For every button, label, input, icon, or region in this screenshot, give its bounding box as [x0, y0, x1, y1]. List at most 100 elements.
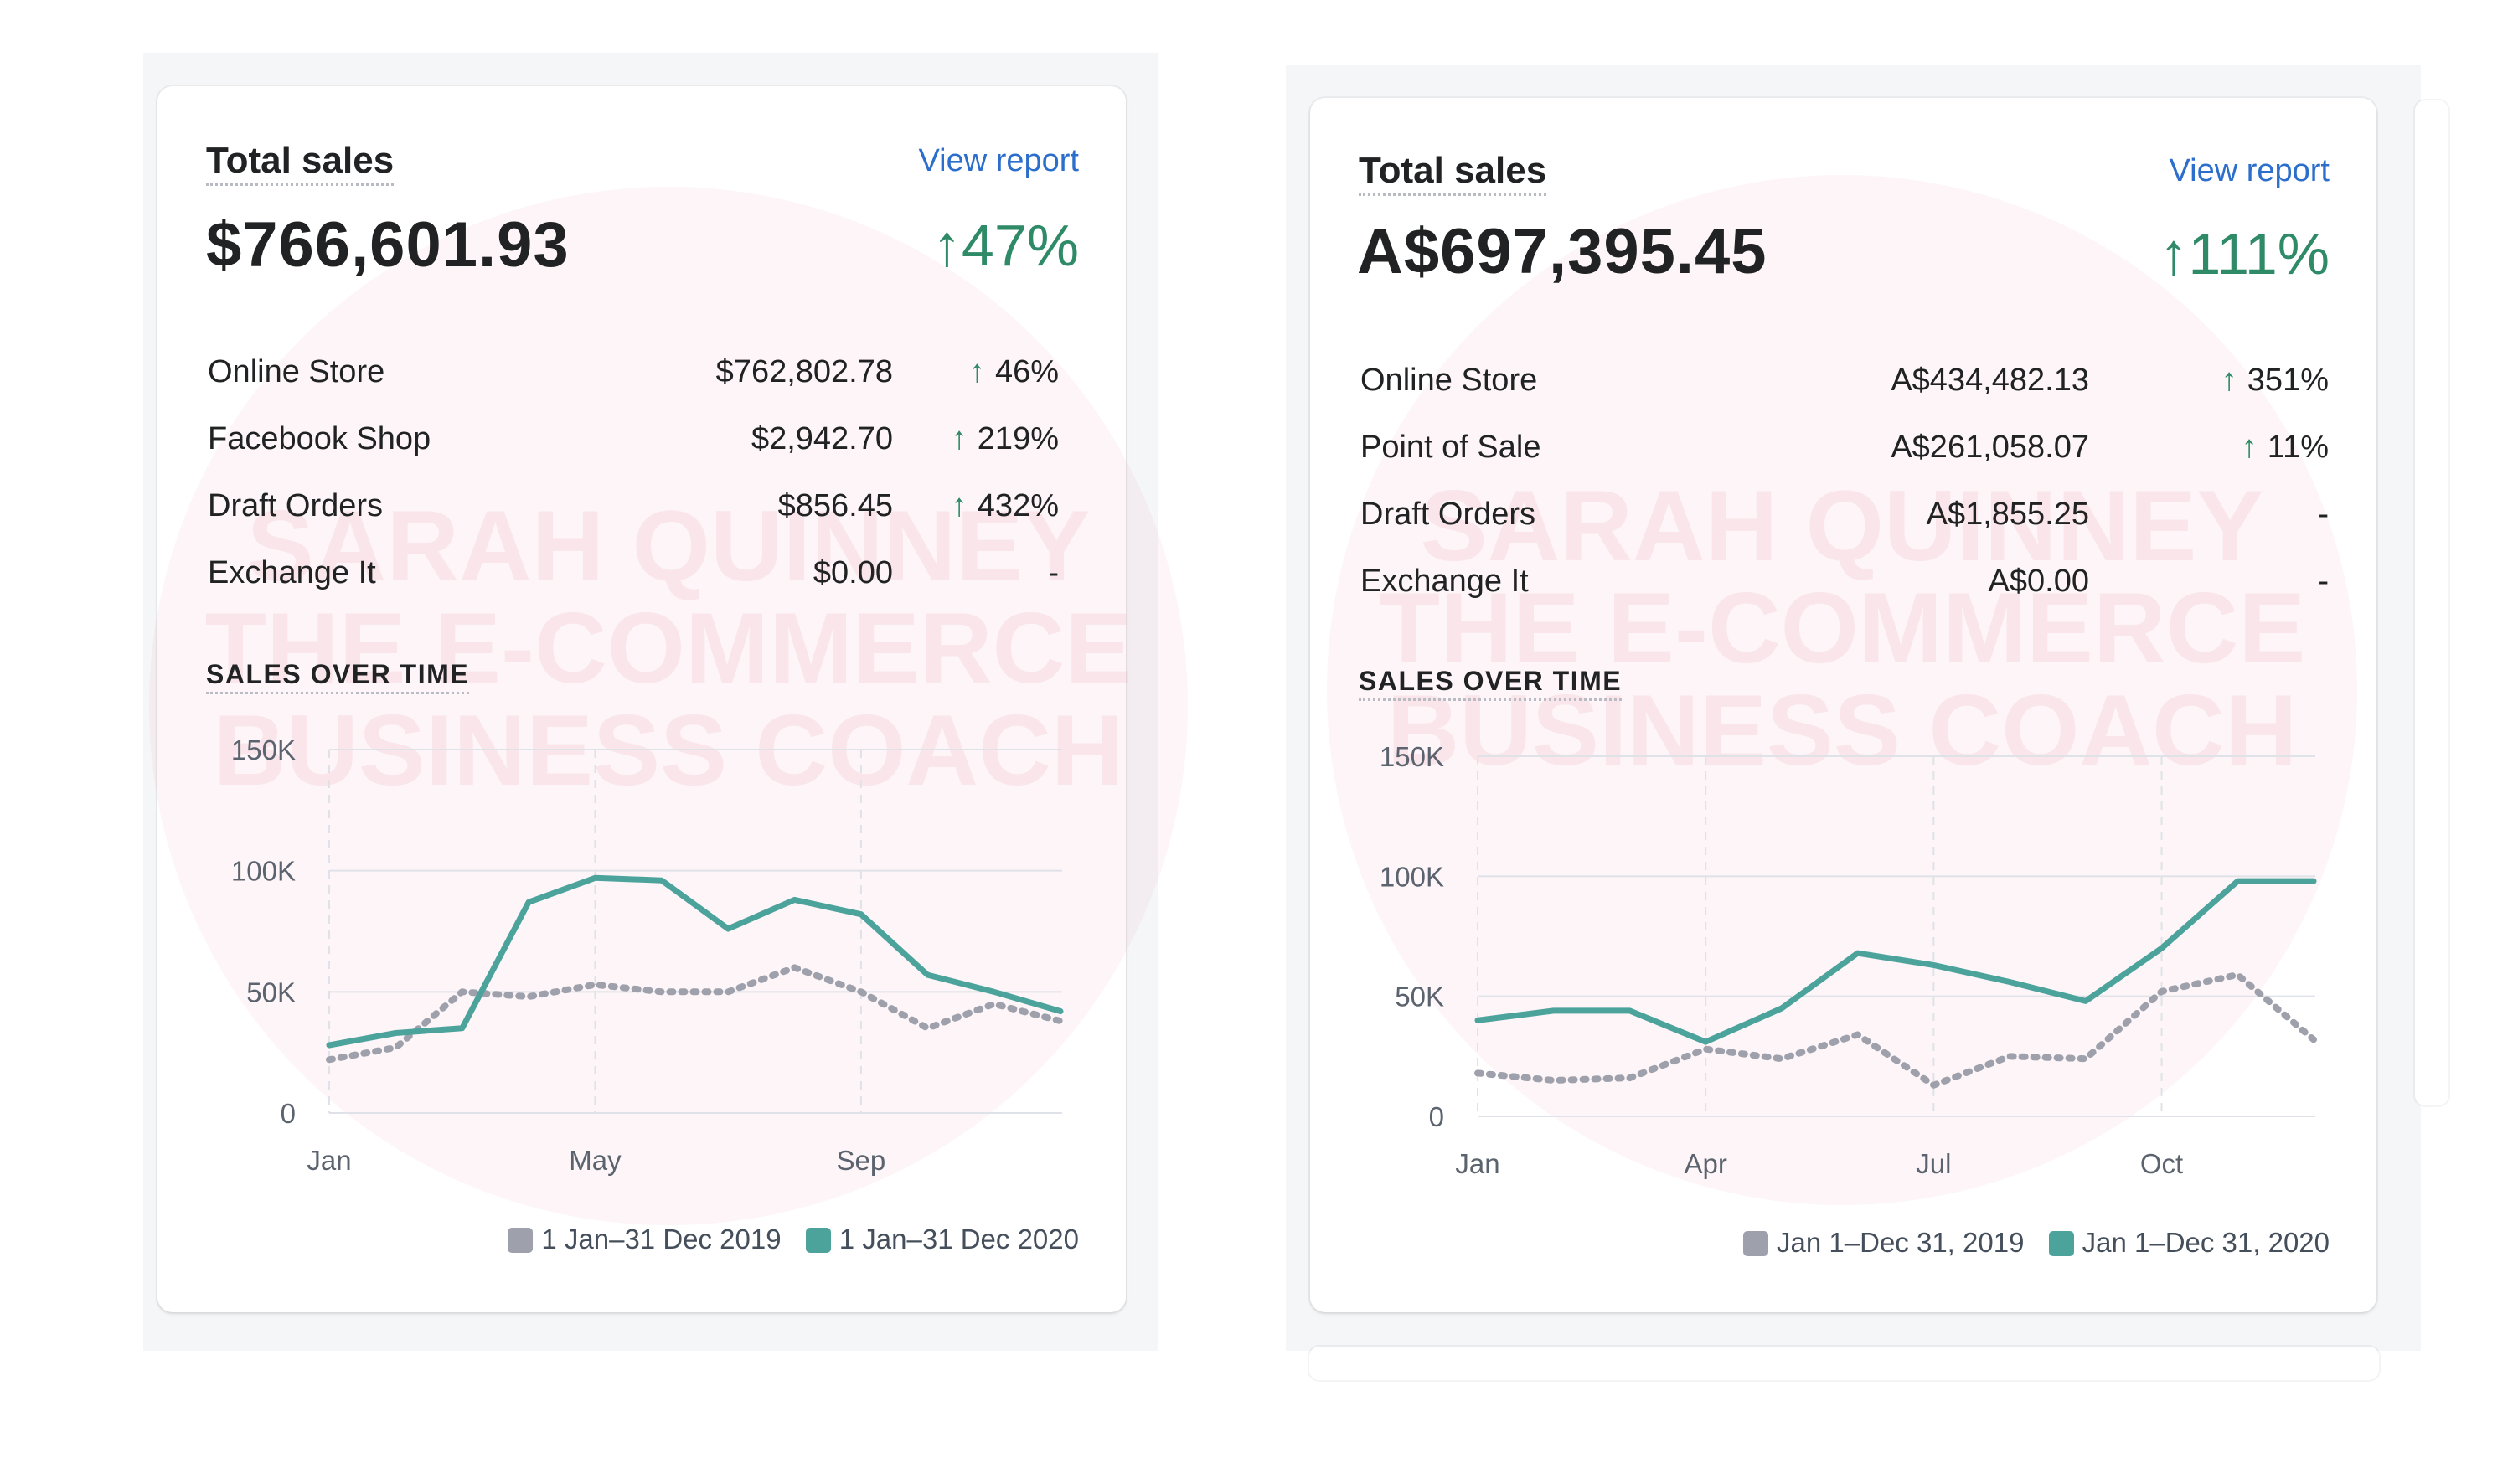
arrow-up-icon: ↑: [2241, 430, 2258, 465]
channel-label: Exchange It: [1360, 564, 1529, 599]
channel-label: Online Store: [1360, 363, 1538, 398]
below-card-edge: [1309, 1347, 2379, 1380]
channel-change-value: 432%: [977, 488, 1059, 523]
channel-label: Draft Orders: [208, 488, 384, 523]
legend-label-2020: Jan 1–Dec 31, 2020: [2082, 1227, 2330, 1258]
card-title: Total sales: [1359, 150, 1547, 196]
data-point: [2161, 991, 2163, 992]
channel-change-value: -: [1048, 555, 1059, 590]
y-tick-label: 100K: [231, 856, 296, 887]
x-tick-label: Jan: [307, 1145, 351, 1176]
channel-change: ↑ 432%: [875, 488, 1059, 524]
channel-label: Online Store: [208, 354, 385, 389]
total-sales-value: A$697,395.45: [1357, 216, 1767, 287]
legend-item-2019: 1 Jan–31 Dec 2019: [508, 1224, 782, 1255]
channel-value: A$1,855.25: [1926, 497, 2089, 532]
x-tick-label: Jan: [1455, 1148, 1499, 1179]
channel-label: Point of Sale: [1360, 430, 1541, 465]
series-line-current-year: [1474, 878, 2317, 1045]
channel-change: -: [2144, 497, 2329, 533]
arrow-up-icon: ↑: [2221, 363, 2237, 398]
channel-value: $762,802.78: [715, 354, 893, 389]
x-tick-label: Oct: [2140, 1148, 2183, 1179]
channel-change: ↑ 219%: [875, 421, 1059, 457]
data-point: [2085, 1000, 2087, 1002]
channel-change: ↑ 351%: [2144, 363, 2329, 399]
arrow-up-icon: ↑: [968, 354, 985, 389]
data-point: [661, 879, 663, 881]
channel-change-value: 351%: [2247, 363, 2329, 398]
data-point: [1628, 1077, 1630, 1079]
x-tick-label: Jul: [1916, 1148, 1951, 1179]
data-point: [328, 1059, 330, 1060]
data-point: [328, 1044, 330, 1046]
legend-label-2019: Jan 1–Dec 31, 2019: [1777, 1227, 2025, 1258]
channel-label: Exchange It: [208, 555, 376, 590]
view-report-link[interactable]: View report: [2169, 153, 2330, 188]
channel-value: $0.00: [813, 555, 893, 590]
x-tick-label: Apr: [1685, 1148, 1727, 1179]
data-point: [1932, 964, 1934, 966]
channel-change-value: 219%: [977, 421, 1059, 456]
legend-swatch-2020: [805, 1228, 831, 1253]
data-point: [1060, 1020, 1061, 1022]
channel-label: Draft Orders: [1360, 497, 1536, 532]
channel-label: Facebook Shop: [208, 421, 431, 456]
sales-over-time-chart: 0 50K 100K 150K Jan Apr Jul Oct: [1380, 741, 2317, 1179]
data-point: [1857, 1034, 1859, 1036]
channel-change: ↑ 46%: [875, 354, 1059, 390]
data-point: [860, 914, 862, 915]
data-point: [594, 877, 596, 879]
view-report-link[interactable]: View report: [918, 143, 1079, 178]
channel-change-value: 11%: [2267, 430, 2329, 465]
data-point: [594, 984, 596, 986]
legend-swatch-2019: [508, 1228, 534, 1253]
chart-legend: 1 Jan–31 Dec 2019 1 Jan–31 Dec 2020: [491, 1224, 1079, 1255]
data-point: [2161, 947, 2163, 949]
channel-change-value: -: [2318, 497, 2329, 532]
card-title: Total sales: [206, 140, 395, 186]
sales-over-time-heading: SALES OVER TIME: [206, 659, 470, 694]
data-point: [2237, 880, 2238, 882]
legend-label-2019: 1 Jan–31 Dec 2019: [541, 1224, 782, 1255]
y-tick-label: 50K: [1395, 982, 1444, 1013]
channel-value: A$261,058.07: [1891, 430, 2089, 465]
legend-item-2019: Jan 1–Dec 31, 2019: [1743, 1227, 2024, 1258]
channel-change: -: [2144, 564, 2329, 600]
arrow-up-icon: ↑: [951, 421, 968, 456]
data-point: [794, 899, 796, 900]
channel-value: A$434,482.13: [1891, 363, 2089, 398]
data-point: [395, 1047, 396, 1049]
channel-change: ↑ 11%: [2144, 430, 2329, 466]
total-sales-card-aud: SARAH QUINNEY THE E-COMMERCE BUSINESS CO…: [1310, 98, 2376, 1312]
legend-label-2020: 1 Jan–31 Dec 2020: [839, 1224, 1079, 1255]
data-point: [1628, 1010, 1630, 1012]
data-point: [794, 966, 796, 968]
chart-legend: Jan 1–Dec 31, 2019 Jan 1–Dec 31, 2020: [1726, 1227, 2330, 1259]
data-point: [1553, 1080, 1555, 1081]
series-line-previous-year: [326, 964, 1064, 1064]
total-sales-change: ↑111%: [2159, 221, 2330, 286]
sales-over-time-chart: 0 50K 100K 150K Jan May Sep: [231, 734, 1064, 1176]
channel-change-value: 46%: [994, 354, 1059, 389]
data-point: [1705, 1041, 1706, 1043]
total-sales-card-usd: SARAH QUINNEY THE E-COMMERCE BUSINESS CO…: [149, 86, 1188, 1312]
legend-item-2020: 1 Jan–31 Dec 2020: [805, 1224, 1079, 1255]
channel-change: -: [875, 555, 1059, 591]
y-tick-label: 150K: [231, 734, 296, 765]
channel-value: $2,942.70: [751, 421, 893, 456]
data-point: [1060, 1010, 1061, 1012]
legend-swatch-2020: [2048, 1231, 2074, 1256]
channel-value: $856.45: [777, 488, 893, 523]
y-tick-label: 100K: [1380, 861, 1444, 892]
total-sales-change: ↑47%: [931, 213, 1079, 278]
channel-change-value: -: [2318, 564, 2329, 599]
series-line-current-year: [326, 874, 1064, 1049]
data-point: [993, 1003, 995, 1005]
x-tick-label: May: [569, 1145, 622, 1176]
data-point: [2237, 974, 2238, 976]
y-tick-label: 50K: [246, 976, 296, 1007]
y-tick-label: 0: [1429, 1101, 1444, 1132]
y-tick-label: 150K: [1380, 741, 1444, 772]
sales-over-time-heading: SALES OVER TIME: [1359, 666, 1623, 701]
